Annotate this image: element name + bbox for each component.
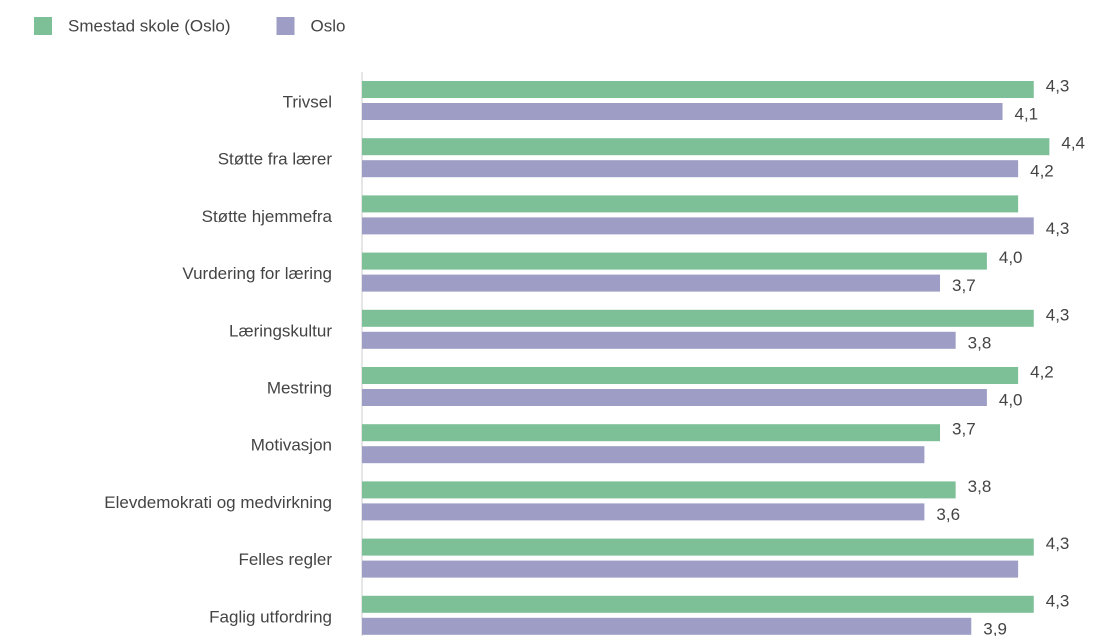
bar: [362, 503, 925, 521]
value-label: 4,2: [1030, 362, 1054, 381]
category-label: Elevdemokrati og medvirkning: [104, 493, 332, 512]
value-label: 3,8: [968, 477, 992, 496]
bar: [362, 560, 1019, 578]
category-label: Vurdering for læring: [182, 264, 332, 283]
legend-swatch: [34, 17, 52, 35]
bar: [362, 446, 925, 464]
bar: [362, 252, 987, 270]
bar: [362, 217, 1034, 235]
bar: [362, 424, 941, 442]
category-label: Mestring: [267, 378, 332, 397]
bar: [362, 160, 1019, 178]
legend-swatch: [276, 17, 295, 35]
value-label: 3,9: [983, 619, 1007, 636]
category-label: Faglig utfordring: [209, 607, 332, 626]
bar: [362, 331, 956, 349]
bar: [362, 274, 941, 292]
category-label: Felles regler: [238, 550, 332, 569]
value-label: 4,0: [999, 390, 1023, 409]
legend-label: Oslo: [311, 16, 346, 35]
category-label: Trivsel: [283, 92, 332, 111]
bar: [362, 309, 1034, 327]
category-label: Støtte fra lærer: [218, 150, 333, 169]
value-label: 4,3: [1046, 219, 1070, 238]
value-label: 3,8: [968, 333, 992, 352]
bar: [362, 617, 972, 635]
value-label: 3,7: [952, 276, 976, 295]
bar: [362, 103, 1003, 120]
value-label: 4,4: [1061, 134, 1085, 153]
category-label: Støtte hjemmefra: [202, 207, 333, 226]
value-label: 4,2: [1030, 162, 1054, 181]
bar: [362, 367, 1019, 384]
value-label: 4,3: [1046, 534, 1070, 553]
bar: [362, 481, 956, 499]
category-label: Læringskultur: [229, 321, 332, 340]
value-label: 4,3: [1046, 305, 1070, 324]
category-label: Motivasjon: [251, 436, 332, 455]
bar: [362, 389, 987, 406]
value-label: 4,3: [1046, 591, 1070, 610]
legend-label: Smestad skole (Oslo): [68, 16, 231, 35]
value-label: 3,7: [952, 420, 976, 439]
bar: [362, 538, 1034, 556]
value-label: 3,6: [936, 505, 960, 524]
bar: [362, 595, 1034, 613]
value-label: 4,0: [999, 248, 1023, 267]
bar: [362, 81, 1034, 98]
bar: [362, 195, 1019, 213]
value-label: 4,1: [1015, 104, 1039, 123]
value-label: 4,3: [1046, 76, 1070, 95]
bar: [362, 138, 1050, 156]
